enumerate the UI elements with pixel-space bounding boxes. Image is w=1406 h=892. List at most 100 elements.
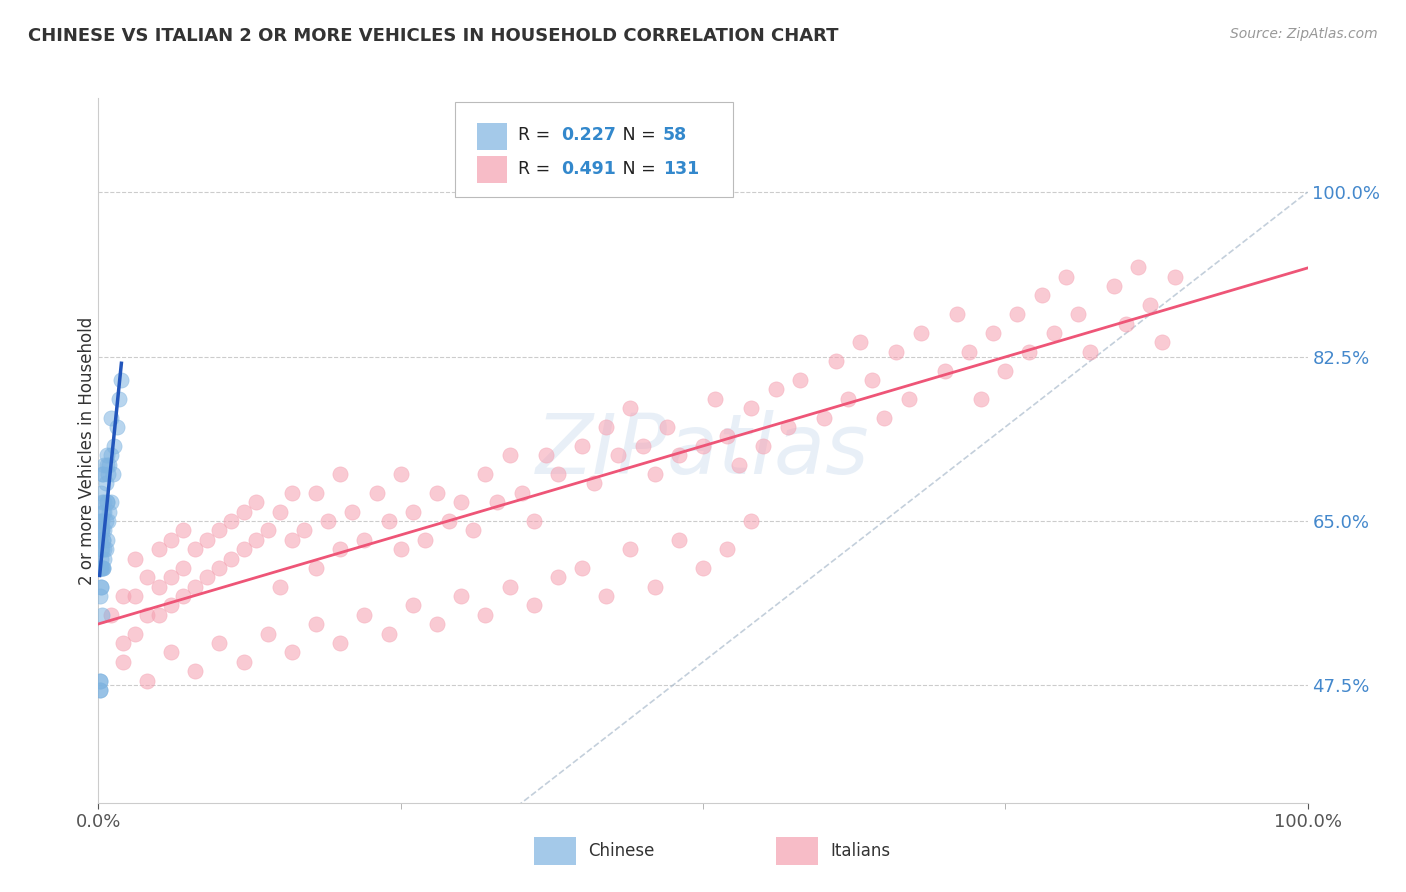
Point [172, 524, 194, 538]
Point [93, 495, 115, 509]
Point [232, 542, 254, 557]
Point [89, 561, 111, 575]
Point [692, 561, 714, 575]
Point [184, 665, 207, 679]
Point [94, 514, 117, 528]
Point [89, 533, 111, 547]
Point [91, 504, 114, 518]
Point [450, 589, 472, 603]
FancyBboxPatch shape [477, 156, 508, 183]
Point [91, 524, 114, 538]
Point [110, 373, 132, 387]
Point [305, 485, 328, 500]
Point [101, 467, 124, 481]
Point [232, 655, 254, 669]
Point [208, 561, 231, 575]
Point [583, 476, 606, 491]
Point [668, 533, 690, 547]
Point [281, 645, 304, 659]
Point [486, 495, 509, 509]
FancyBboxPatch shape [776, 837, 818, 865]
Point [100, 495, 122, 509]
Point [292, 524, 315, 538]
Point [90, 524, 112, 538]
Point [96, 458, 118, 472]
Point [93, 542, 115, 557]
Point [98, 504, 121, 518]
Point [1115, 317, 1137, 331]
Point [111, 636, 134, 650]
Point [1054, 269, 1077, 284]
Point [305, 617, 328, 632]
Point [245, 533, 267, 547]
Point [100, 607, 122, 622]
Point [90, 580, 112, 594]
Point [946, 307, 969, 321]
Point [96, 448, 118, 462]
Point [426, 485, 449, 500]
Point [704, 392, 727, 406]
Text: Italians: Italians [830, 842, 890, 860]
Point [89, 683, 111, 698]
Point [353, 607, 375, 622]
Point [94, 542, 117, 557]
Point [91, 561, 114, 575]
Point [184, 542, 207, 557]
Point [96, 495, 118, 509]
Point [111, 655, 134, 669]
Point [208, 524, 231, 538]
Point [510, 485, 533, 500]
Point [111, 589, 134, 603]
Point [256, 626, 278, 640]
Point [1078, 344, 1101, 359]
Point [91, 533, 114, 547]
Point [160, 645, 183, 659]
Point [100, 448, 122, 462]
Point [305, 561, 328, 575]
Point [1018, 344, 1040, 359]
Point [90, 485, 112, 500]
Text: 58: 58 [664, 127, 688, 145]
Point [981, 326, 1004, 340]
Point [91, 524, 114, 538]
Point [90, 580, 112, 594]
Point [728, 458, 751, 472]
Point [1139, 298, 1161, 312]
Point [534, 448, 557, 462]
Point [377, 514, 399, 528]
Point [91, 607, 114, 622]
Point [523, 514, 546, 528]
Point [1042, 326, 1064, 340]
Point [91, 542, 114, 557]
Point [1007, 307, 1029, 321]
Point [776, 420, 799, 434]
Point [1102, 279, 1125, 293]
Point [97, 467, 120, 481]
Point [655, 420, 678, 434]
Point [463, 524, 485, 538]
Point [90, 542, 112, 557]
Point [160, 533, 183, 547]
Point [91, 467, 114, 481]
Point [90, 514, 112, 528]
Point [232, 504, 254, 518]
Point [135, 607, 157, 622]
Text: N =: N = [606, 160, 661, 178]
Point [148, 580, 170, 594]
Point [716, 542, 738, 557]
Point [96, 495, 118, 509]
Point [970, 392, 993, 406]
Point [1152, 335, 1174, 350]
Point [89, 533, 111, 547]
Point [595, 420, 617, 434]
Point [849, 335, 872, 350]
Point [897, 392, 920, 406]
Text: 0.227: 0.227 [561, 127, 616, 145]
Text: R =: R = [517, 127, 555, 145]
Point [160, 599, 183, 613]
Point [135, 673, 157, 688]
Text: 0.491: 0.491 [561, 160, 616, 178]
Point [547, 570, 569, 584]
Point [184, 580, 207, 594]
Point [124, 626, 146, 640]
